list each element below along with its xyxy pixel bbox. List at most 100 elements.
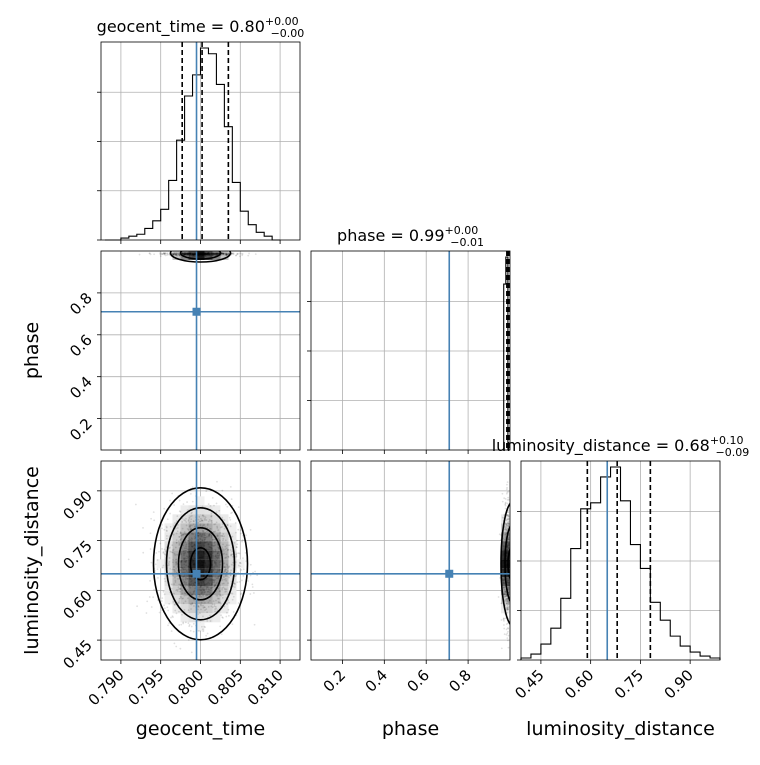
sample-point [218,570,221,572]
sample-point [211,559,214,562]
sample-point [504,617,507,620]
sample-point [201,514,204,517]
sample-point [165,526,168,529]
sample-point [186,253,188,256]
sample-point [212,252,215,255]
sample-point [205,490,208,493]
sample-point [184,557,187,560]
sample-point [200,252,203,255]
sample-point [191,545,194,548]
sample-point [216,480,218,483]
sample-point [206,566,208,569]
sample-point [190,593,193,596]
sample-point [206,585,209,588]
sample-point [192,254,195,256]
sample-point [203,253,205,256]
sample-point [193,578,196,580]
sample-point [197,525,200,528]
sample-point [227,548,229,551]
contour-level [504,525,510,603]
sample-point [217,577,220,580]
density-bin [196,604,205,614]
sample-point [206,632,209,635]
sample-point [203,575,205,578]
sample-point [502,540,505,543]
sample-point [200,592,203,595]
sample-point [203,253,206,256]
sample-point [193,254,196,257]
sample-point [210,587,212,590]
density-bin [220,586,229,596]
sample-point [505,522,507,525]
sample-point [185,581,188,584]
sample-point [230,563,233,566]
sample-point [190,518,193,521]
sample-point [204,531,207,534]
sample-point [503,627,506,630]
sample-point [203,252,206,255]
density-bin [188,586,197,596]
sample-point [200,604,202,607]
sample-point [182,533,185,536]
sample-point [218,597,220,600]
sample-point [154,563,157,566]
sample-point [182,503,185,506]
sample-point [213,504,215,507]
sample-point [220,633,223,636]
sample-point [215,502,218,505]
sample-point [198,255,201,257]
sample-point [210,253,212,255]
sample-point [193,562,196,565]
sample-point [506,529,508,532]
sample-point [176,527,179,529]
sample-point [194,255,196,258]
sample-point [204,536,207,539]
sample-point [506,637,509,640]
sample-point [208,252,211,255]
sample-point [253,623,256,626]
sample-point [186,557,188,560]
sample-point [210,515,213,517]
sample-point [506,597,509,600]
sample-point [225,252,227,255]
sample-point [507,591,510,594]
sample-point [203,583,206,586]
sample-point [207,253,210,255]
sample-point [190,252,193,255]
sample-point [202,550,205,553]
sample-point [179,510,182,513]
sample-point [206,590,209,593]
sample-point [507,630,509,633]
contour-level [189,547,212,581]
sample-point [203,606,206,609]
sample-point [201,564,204,567]
sample-point [191,561,194,564]
sample-point [179,538,182,541]
sample-point [231,598,234,601]
sample-point [205,608,208,611]
sample-point [184,253,187,256]
sample-point [238,255,241,258]
sample-point [505,519,508,522]
sample-point [210,544,213,547]
sample-point [215,607,218,610]
sample-point [191,602,194,605]
sample-point [211,252,214,255]
sample-point [240,569,243,571]
sample-point [205,571,208,574]
sample-point [206,253,209,255]
sample-point [163,252,165,255]
sample-point [503,593,506,596]
sample-point [172,600,175,603]
sample-point [189,550,191,553]
sample-point [185,560,188,562]
sample-point [506,547,509,550]
sample-point [206,252,209,255]
sample-point [212,566,215,568]
panel-phase-vs-geocent_time [97,250,301,454]
sample-point [213,579,216,582]
sample-point [178,601,181,604]
sample-point [205,585,207,588]
sample-point [193,253,195,255]
sample-point [181,252,184,255]
